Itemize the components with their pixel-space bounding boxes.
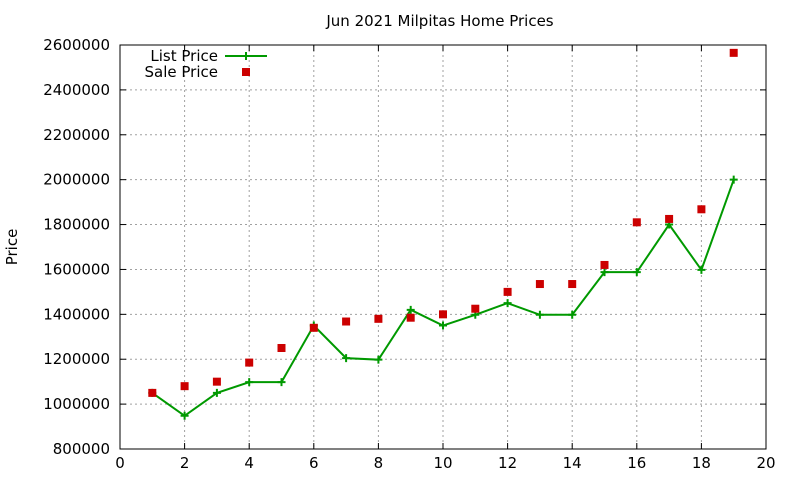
list-price-point — [406, 305, 415, 314]
x-tick-label: 4 — [244, 454, 254, 472]
sale-price-point — [471, 304, 480, 313]
y-tick-label: 800000 — [53, 440, 110, 458]
sale-price-point — [180, 382, 189, 391]
x-tick-label: 16 — [627, 454, 646, 472]
chart-title: Jun 2021 Milpitas Home Prices — [325, 12, 553, 30]
list-price-point — [568, 310, 577, 319]
list-price-point — [503, 299, 512, 308]
y-tick-label: 2200000 — [43, 126, 110, 144]
legend-marker-list-price — [242, 52, 250, 60]
y-axis-label: Price — [3, 229, 21, 266]
x-tick-label: 0 — [115, 454, 125, 472]
list-price-point — [245, 378, 254, 387]
sale-price-point — [503, 287, 512, 296]
sale-price-point — [535, 280, 544, 289]
sale-price-point — [342, 317, 351, 326]
sale-price-point — [212, 377, 221, 386]
list-price-point — [632, 268, 641, 277]
x-tick-label: 20 — [756, 454, 775, 472]
x-tick-label: 2 — [180, 454, 190, 472]
x-tick-label: 14 — [563, 454, 582, 472]
legend-label-list-price: List Price — [150, 47, 218, 65]
sale-price-point — [406, 313, 415, 322]
sale-price-point — [665, 214, 674, 223]
x-tick-label: 10 — [433, 454, 452, 472]
sale-price-point — [374, 314, 383, 323]
axis-ticks: 0 2 4 6 8 10 12 14 16 18 20 800000 1000000 1200000 140… — [43, 36, 775, 472]
y-tick-label: 1600000 — [43, 260, 110, 278]
legend-label-sale-price: Sale Price — [145, 63, 218, 81]
sale-price-point — [439, 310, 447, 319]
sale-price-point — [729, 48, 738, 57]
x-tick-label: 8 — [374, 454, 384, 472]
sale-price-point — [600, 260, 609, 269]
y-tick-label: 2600000 — [43, 36, 110, 54]
y-tick-label: 1000000 — [43, 395, 110, 413]
list-price-point — [697, 265, 706, 274]
list-price-point — [439, 321, 447, 330]
y-tick-label: 2000000 — [43, 171, 110, 189]
list-price-point — [277, 378, 286, 387]
list-price-point — [535, 310, 544, 319]
sale-price-point — [148, 388, 157, 397]
list-price-point — [600, 268, 609, 277]
x-tick-label: 6 — [309, 454, 319, 472]
y-tick-label: 1400000 — [43, 305, 110, 323]
sale-price-point — [245, 358, 254, 367]
list-price-point — [212, 388, 221, 397]
sale-price-point — [309, 323, 318, 332]
grid — [120, 45, 766, 449]
legend-marker-sale-price — [242, 68, 250, 76]
list-price-point — [729, 175, 738, 184]
x-tick-label: 12 — [498, 454, 517, 472]
list-price-point — [180, 411, 189, 420]
sale-price-point — [632, 218, 641, 227]
y-tick-label: 2400000 — [43, 81, 110, 99]
list-price-point — [374, 355, 383, 364]
y-tick-label: 1200000 — [43, 350, 110, 368]
y-tick-label: 1800000 — [43, 216, 110, 234]
sale-price-point — [697, 205, 706, 214]
sale-price-point — [568, 280, 577, 289]
series — [148, 48, 738, 420]
legend: List Price Sale Price — [145, 47, 267, 81]
x-tick-label: 18 — [692, 454, 711, 472]
list-price-point — [342, 354, 351, 363]
sale-price-point — [277, 344, 286, 352]
